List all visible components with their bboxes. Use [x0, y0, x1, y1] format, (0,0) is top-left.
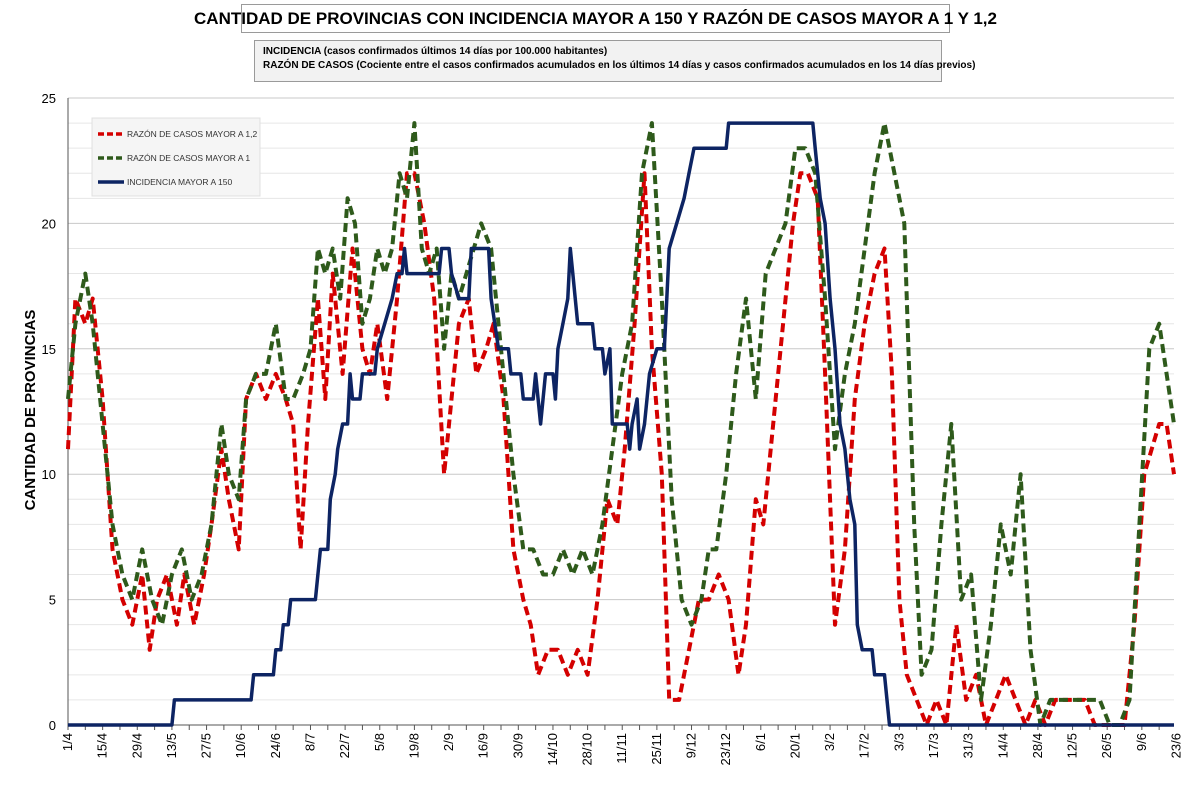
legend: RAZÓN DE CASOS MAYOR A 1,2 RAZÓN DE CASOS… — [91, 117, 261, 197]
x-tick-label: 17/2 — [857, 733, 872, 758]
x-tick-label: 9/6 — [1134, 733, 1149, 751]
x-tick-label: 30/9 — [510, 733, 525, 758]
x-tick-label: 3/2 — [822, 733, 837, 751]
axes: 0 5 10 15 20 25 1/4 15/4 29/4 13/5 27/5 10/6 24/6 8/7… — [42, 91, 1184, 766]
x-tick-label: 26/5 — [1099, 733, 1114, 758]
x-tick-label: 8/7 — [302, 733, 317, 751]
x-tick-label: 28/10 — [580, 733, 595, 766]
chart-title: CANTIDAD DE PROVINCIAS CON INCIDENCIA MA… — [194, 8, 997, 28]
x-tick-label: 19/8 — [406, 733, 421, 758]
x-tick-label: 5/8 — [372, 733, 387, 751]
x-tick-label: 16/9 — [476, 733, 491, 758]
x-tick-label: 9/12 — [684, 733, 699, 758]
definitions-note: INCIDENCIA (casos confirmados últimos 14… — [254, 40, 976, 82]
x-tick-label: 20/1 — [787, 733, 802, 758]
x-tick-label: 15/4 — [95, 733, 110, 758]
y-axis-label: CANTIDAD DE PROVINCIAS — [22, 310, 39, 511]
x-tick-label: 31/3 — [961, 733, 976, 758]
x-tick-label: 12/5 — [1065, 733, 1080, 758]
x-tick-label: 1/4 — [60, 733, 75, 751]
series-line-3 — [68, 121, 1174, 727]
y-tick-label: 25 — [42, 91, 56, 106]
x-tick-label: 27/5 — [199, 733, 214, 758]
x-tick-label: 23/6 — [1168, 733, 1183, 758]
x-tick-label: 25/11 — [649, 733, 664, 765]
y-tick-label: 20 — [42, 216, 56, 231]
x-tick-label: 11/11 — [614, 733, 629, 764]
x-tick-label: 22/7 — [337, 733, 352, 758]
note-razon: RAZÓN DE CASOS (Cociente entre el casos … — [263, 60, 976, 71]
x-tick-label: 13/5 — [164, 733, 179, 758]
x-tick-label: 10/6 — [233, 733, 248, 758]
x-tick-label: 23/12 — [718, 733, 733, 766]
chart-title-box: CANTIDAD DE PROVINCIAS CON INCIDENCIA MA… — [194, 4, 997, 33]
x-tick-label: 6/1 — [753, 733, 768, 751]
x-tick-label: 14/4 — [995, 733, 1010, 758]
plot-area — [68, 98, 1174, 725]
legend-label: RAZÓN DE CASOS MAYOR A 1,2 — [127, 129, 257, 139]
note-incidencia: INCIDENCIA (casos confirmados últimos 14… — [263, 46, 608, 57]
legend-label: RAZÓN DE CASOS MAYOR A 1 — [127, 153, 250, 163]
y-tick-label: 0 — [49, 718, 56, 733]
x-tick-label: 28/4 — [1030, 733, 1045, 758]
x-tick-label: 17/3 — [926, 733, 941, 758]
x-tick-label: 29/4 — [129, 733, 144, 758]
series-line-1 — [66, 171, 1176, 727]
y-tick-label: 15 — [42, 342, 56, 357]
series-layer — [66, 121, 1176, 727]
x-tick-label: 24/6 — [268, 733, 283, 758]
y-tick-label: 5 — [49, 593, 56, 608]
x-tick-label: 3/3 — [891, 733, 906, 751]
x-tick-label: 14/10 — [545, 733, 560, 766]
y-tick-label: 10 — [42, 467, 56, 482]
series-line-2 — [66, 121, 1176, 727]
x-tick-label: 2/9 — [441, 733, 456, 751]
legend-label: INCIDENCIA MAYOR A 150 — [127, 177, 232, 187]
